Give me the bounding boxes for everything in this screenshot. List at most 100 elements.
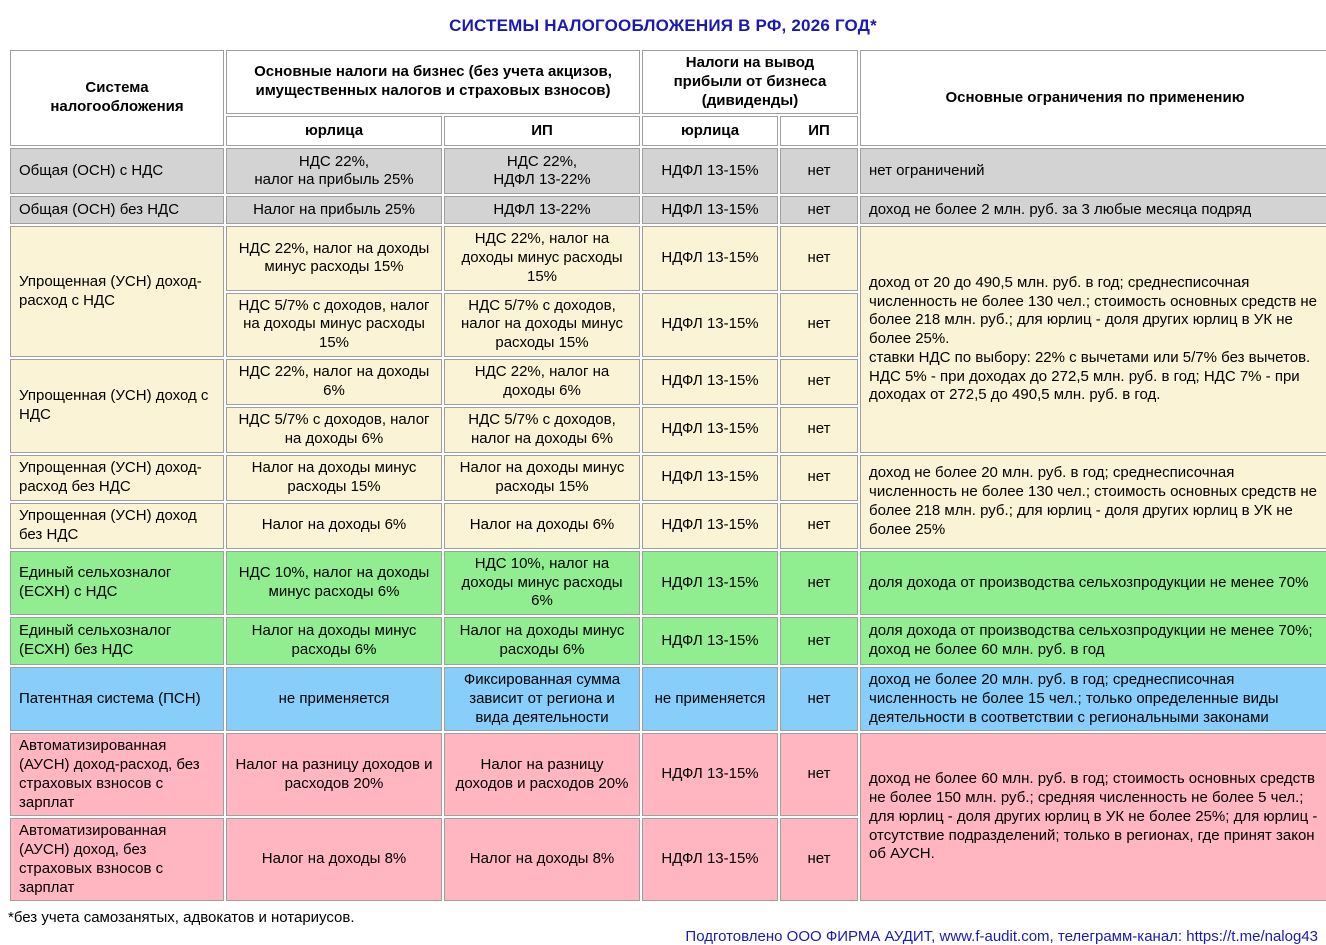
header-ip-2: ИП	[780, 116, 858, 147]
cell-osn-vat-ip: НДС 22%, НДФЛ 13-22%	[444, 148, 640, 195]
cell-usn-dr-vat-57-jur: НДС 5/7% с доходов, налог на доходы мину…	[226, 292, 442, 357]
cell-eshn-vat-name: Единый сельхозналог (ЕСХН) с НДС	[10, 550, 224, 615]
cell-usn-dr-vat-57-div-jur: НДФЛ 13-15%	[642, 292, 778, 357]
cell-ausn-d-div-ip: нет	[780, 818, 858, 902]
header-row-groups: Система налогообложения Основные налоги …	[10, 50, 1326, 147]
cell-ausn-limits: доход не более 60 млн. руб. в год; стоим…	[860, 733, 1326, 902]
page-title: СИСТЕМЫ НАЛОГООБЛОЖЕНИЯ В РФ, 2026 ГОД*	[449, 16, 877, 35]
cell-usn-dr-div-jur: НДФЛ 13-15%	[642, 454, 778, 501]
cell-ausn-dr-name: Автоматизированная (АУСН) доход-расход, …	[10, 733, 224, 817]
cell-ausn-dr-ip: Налог на разницу доходов и расходов 20%	[444, 733, 640, 817]
table-row: Упрощенная (УСН) доход без НДС Налог на …	[10, 502, 1326, 549]
cell-eshn-novat-ip: Налог на доходы минус расходы 6%	[444, 617, 640, 665]
cell-ausn-dr-jur: Налог на разницу доходов и расходов 20%	[226, 733, 442, 817]
site-link[interactable]: www.f-audit.com	[939, 928, 1050, 945]
cell-eshn-vat-limits: доля дохода от производства сельхозпроду…	[860, 550, 1326, 615]
cell-osn-vat-div-ip: нет	[780, 148, 858, 195]
cell-usn-dr-vat-57-ip: НДС 5/7% с доходов, налог на доходы мину…	[444, 292, 640, 357]
table-row: Единый сельхозналог (ЕСХН) без НДС Налог…	[10, 617, 1326, 665]
cell-usn-d-vat-22-div-ip: нет	[780, 358, 858, 405]
table-row: Общая (ОСН) с НДС НДС 22%, налог на приб…	[10, 148, 1326, 195]
cell-eshn-novat-div-ip: нет	[780, 617, 858, 665]
cell-eshn-novat-name: Единый сельхозналог (ЕСХН) без НДС	[10, 617, 224, 665]
footer: *без учета самозанятых, адвокатов и нота…	[8, 909, 1318, 945]
cell-ausn-d-jur: Налог на доходы 8%	[226, 818, 442, 902]
header-business-taxes: Основные налоги на бизнес (без учета акц…	[226, 50, 640, 115]
table-row: Патентная система (ПСН) не применяется Ф…	[10, 667, 1326, 732]
cell-usn-dr-vat-22-ip: НДС 22%, налог на доходы минус расходы 1…	[444, 226, 640, 291]
cell-usn-dr-name: Упрощенная (УСН) доход-расход без НДС	[10, 454, 224, 501]
table-row: Общая (ОСН) без НДС Налог на прибыль 25%…	[10, 196, 1326, 225]
header-ip-1: ИП	[444, 116, 640, 147]
cell-osn-novat-jur: Налог на прибыль 25%	[226, 196, 442, 225]
cell-usn-d-vat-57-div-jur: НДФЛ 13-15%	[642, 406, 778, 453]
table-row: НДС 5/7% с доходов, налог на доходы 6% Н…	[10, 406, 1326, 453]
cell-usn-d-div-ip: нет	[780, 502, 858, 549]
header-dividend-taxes: Налоги на вывод прибыли от бизнеса (диви…	[642, 50, 858, 115]
cell-ausn-d-ip: Налог на доходы 8%	[444, 818, 640, 902]
cell-osn-novat-div-jur: НДФЛ 13-15%	[642, 196, 778, 225]
cell-osn-novat-name: Общая (ОСН) без НДС	[10, 196, 224, 225]
cell-usn-dr-vat-22-div-jur: НДФЛ 13-15%	[642, 226, 778, 291]
cell-usn-d-vat-22-ip: НДС 22%, налог на доходы 6%	[444, 358, 640, 405]
cell-ausn-dr-div-ip: нет	[780, 733, 858, 817]
cell-usn-dr-ip: Налог на доходы минус расходы 15%	[444, 454, 640, 501]
cell-eshn-vat-div-ip: нет	[780, 550, 858, 615]
cell-usn-novat-limits: доход не более 20 млн. руб. в год; средн…	[860, 454, 1326, 549]
header-legal-2: юрлица	[642, 116, 778, 147]
header-restrictions: Основные ограничения по применению	[860, 50, 1326, 147]
cell-usn-d-name: Упрощенная (УСН) доход без НДС	[10, 502, 224, 549]
cell-usn-dr-vat-22-div-ip: нет	[780, 226, 858, 291]
cell-eshn-novat-jur: Налог на доходы минус расходы 6%	[226, 617, 442, 665]
cell-osn-vat-name: Общая (ОСН) с НДС	[10, 148, 224, 195]
cell-eshn-vat-jur: НДС 10%, налог на доходы минус расходы 6…	[226, 550, 442, 615]
cell-psn-name: Патентная система (ПСН)	[10, 667, 224, 732]
cell-eshn-vat-div-jur: НДФЛ 13-15%	[642, 550, 778, 615]
table-row: Автоматизированная (АУСН) доход, без стр…	[10, 818, 1326, 902]
cell-osn-novat-ip: НДФЛ 13-22%	[444, 196, 640, 225]
cell-eshn-vat-ip: НДС 10%, налог на доходы минус расходы 6…	[444, 550, 640, 615]
header-row-entities: юрлица ИП юрлица ИП	[10, 116, 1326, 147]
table-row: Упрощенная (УСН) доход-расход с НДС НДС …	[10, 226, 1326, 453]
table-row: Упрощенная (УСН) доход-расход без НДС На…	[10, 454, 1326, 549]
cell-osn-novat-limits: доход не более 2 млн. руб. за 3 любые ме…	[860, 196, 1326, 225]
cell-ausn-dr-div-jur: НДФЛ 13-15%	[642, 733, 778, 817]
cell-psn-div-jur: не применяется	[642, 667, 778, 732]
cell-osn-vat-div-jur: НДФЛ 13-15%	[642, 148, 778, 195]
cell-usn-d-vat-57-div-ip: нет	[780, 406, 858, 453]
cell-osn-vat-limits: нет ограничений	[860, 148, 1326, 195]
cell-usn-dr-vat-22-jur: НДС 22%, налог на доходы минус расходы 1…	[226, 226, 442, 291]
cell-usn-d-jur: Налог на доходы 6%	[226, 502, 442, 549]
header-legal-1: юрлица	[226, 116, 442, 147]
cell-psn-jur: не применяется	[226, 667, 442, 732]
cell-usn-d-vat-57-jur: НДС 5/7% с доходов, налог на доходы 6%	[226, 406, 442, 453]
telegram-link[interactable]: https://t.me/nalog43	[1186, 928, 1318, 945]
cell-usn-d-ip: Налог на доходы 6%	[444, 502, 640, 549]
cell-psn-limits: доход не более 20 млн. руб. в год; средн…	[860, 667, 1326, 732]
cell-usn-dr-jur: Налог на доходы минус расходы 15%	[226, 454, 442, 501]
cell-osn-novat-div-ip: нет	[780, 196, 858, 225]
cell-eshn-novat-limits: доля дохода от производства сельхозпроду…	[860, 617, 1326, 665]
cell-usn-d-vat-57-ip: НДС 5/7% с доходов, налог на доходы 6%	[444, 406, 640, 453]
cell-usn-dr-vat-name: Упрощенная (УСН) доход-расход с НДС	[10, 226, 224, 357]
header-system: Система налогообложения	[10, 50, 224, 147]
cell-eshn-novat-div-jur: НДФЛ 13-15%	[642, 617, 778, 665]
cell-psn-ip: Фиксированная сумма зависит от региона и…	[444, 667, 640, 732]
cell-ausn-d-div-jur: НДФЛ 13-15%	[642, 818, 778, 902]
tax-systems-table: Система налогообложения Основные налоги …	[8, 48, 1326, 904]
cell-usn-dr-vat-57-div-ip: нет	[780, 292, 858, 357]
cell-ausn-d-name: Автоматизированная (АУСН) доход, без стр…	[10, 818, 224, 902]
table-row: Автоматизированная (АУСН) доход-расход, …	[10, 733, 1326, 902]
footnote: *без учета самозанятых, адвокатов и нота…	[8, 909, 355, 927]
table-row: Единый сельхозналог (ЕСХН) с НДС НДС 10%…	[10, 550, 1326, 615]
cell-usn-dr-div-ip: нет	[780, 454, 858, 501]
cell-usn-vat-limits: доход от 20 до 490,5 млн. руб. в год; ср…	[860, 226, 1326, 453]
credits-prefix: Подготовлено ООО ФИРМА АУДИТ,	[685, 928, 940, 945]
cell-osn-vat-jur: НДС 22%, налог на прибыль 25%	[226, 148, 442, 195]
cell-usn-d-div-jur: НДФЛ 13-15%	[642, 502, 778, 549]
cell-psn-div-ip: нет	[780, 667, 858, 732]
credits-middle: , телеграмм-канал:	[1049, 928, 1187, 945]
cell-usn-d-vat-22-div-jur: НДФЛ 13-15%	[642, 358, 778, 405]
credits-line: Подготовлено ООО ФИРМА АУДИТ, www.f-audi…	[8, 928, 1318, 945]
cell-usn-d-vat-22-jur: НДС 22%, налог на доходы 6%	[226, 358, 442, 405]
